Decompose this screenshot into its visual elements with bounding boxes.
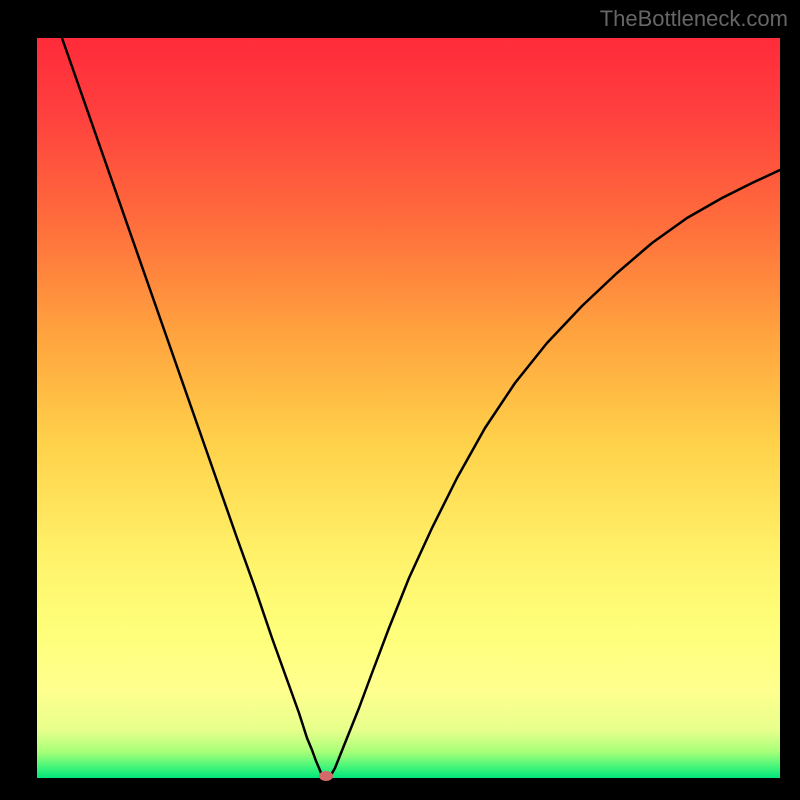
bottleneck-curve [62, 38, 780, 778]
chart-frame: TheBottleneck.com [0, 0, 800, 800]
curve-overlay [0, 0, 800, 800]
optimum-marker [319, 771, 333, 781]
watermark-text: TheBottleneck.com [600, 6, 788, 32]
